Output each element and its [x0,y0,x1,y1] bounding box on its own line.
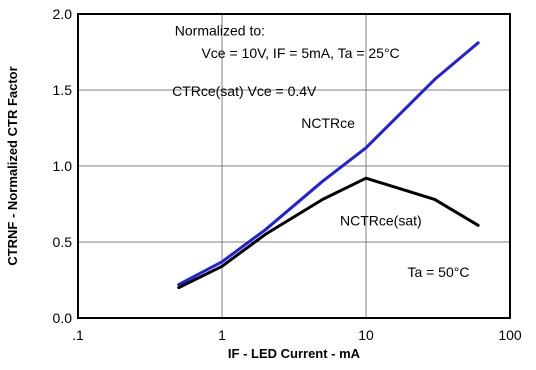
x-tick-labels: .1 1 10 100 [72,327,522,343]
x-tick-label: 10 [358,327,374,343]
annotations: Normalized to: Vce = 10V, IF = 5mA, Ta = … [172,22,469,280]
series-line-nctrce [177,41,480,287]
annotation-label-nctrce: NCTRce [301,115,355,131]
annotation-normalized-to: Normalized to: [175,22,265,38]
annotation-sat-condition: CTRce(sat) Vce = 0.4V [172,83,317,99]
plot-frame [77,13,511,319]
annotation-temperature: Ta = 50°C [407,264,469,280]
y-axis-title: CTRNF - Normalized CTR Factor [5,66,20,265]
y-tick-label: 0.5 [53,234,73,250]
y-tick-label: 1.5 [53,82,73,98]
y-tick-labels: 0.0 0.5 1.0 1.5 2.0 [53,6,73,326]
annotation-conditions: Vce = 10V, IF = 5mA, Ta = 25°C [201,45,399,61]
series-group [177,41,480,290]
y-tick-label: 2.0 [53,6,73,22]
x-tick-label: .1 [72,327,84,343]
x-tick-label: 1 [218,327,226,343]
y-tick-label: 0.0 [53,310,73,326]
series-line-nctrce-sat [177,176,480,290]
annotation-label-nctrce-sat: NCTRce(sat) [340,212,422,228]
y-tick-label: 1.0 [53,158,73,174]
x-axis-title: IF - LED Current - mA [228,346,361,361]
x-tick-label: 100 [498,327,522,343]
